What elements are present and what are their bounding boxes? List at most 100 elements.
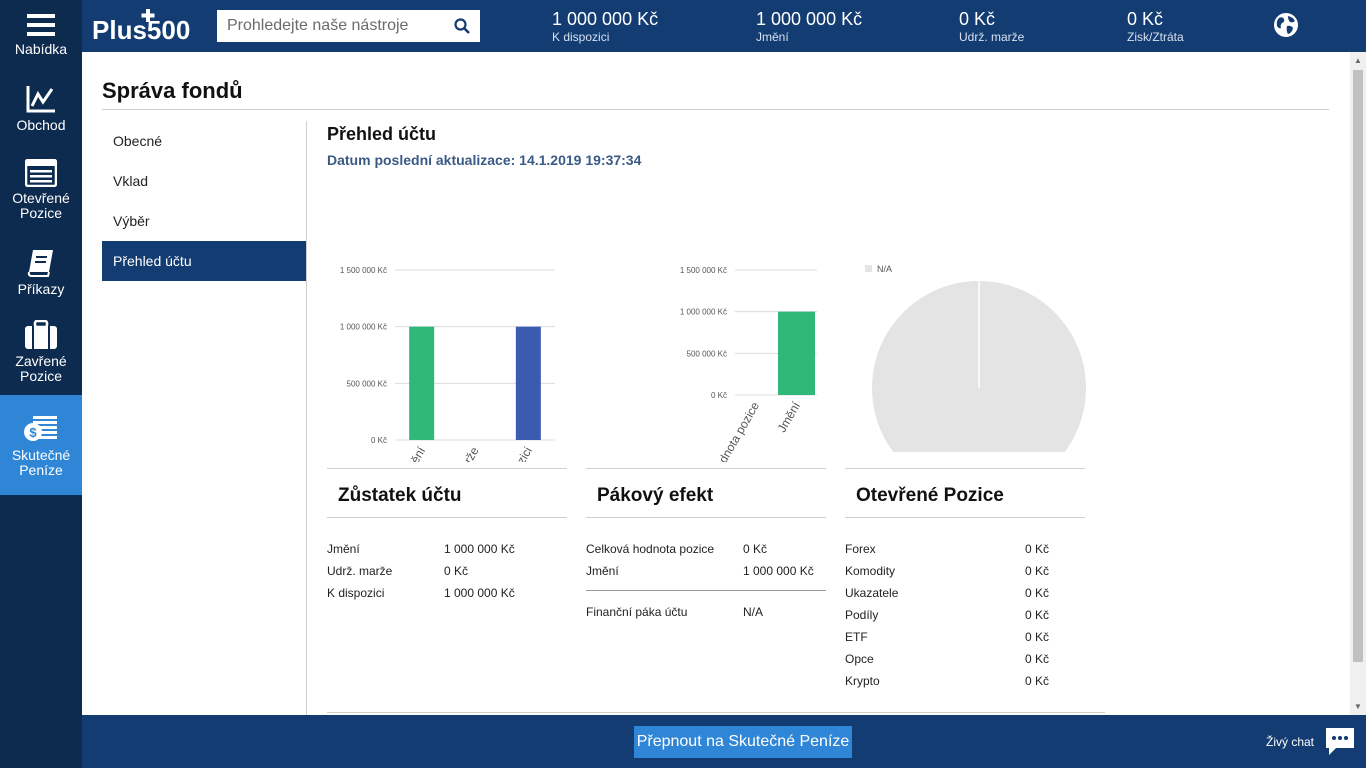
stat-available-value: 1 000 000 Kč	[552, 9, 659, 29]
leverage-table: Celková hodnota pozice 0 Kč Jmění 1 000 00…	[586, 538, 814, 582]
row-value: N/A	[743, 605, 764, 619]
leverage-title: Pákový efekt	[597, 485, 714, 506]
row-value: 1 000 000 Kč	[743, 564, 814, 578]
book-icon	[27, 250, 53, 277]
nav-closed-positions-label2: Pozice	[19, 368, 63, 384]
nav-orders-label: Příkazy	[17, 281, 65, 297]
section-title: Přehled účtu	[327, 124, 437, 144]
open-positions-card: Otevřené Pozice Forex 0 Kč Komodity 0 Kč U…	[845, 468, 1085, 692]
chat-bubble-icon[interactable]	[1324, 726, 1356, 758]
y-tick-label: 0 Kč	[711, 391, 727, 400]
bottom-bar: Přepnout na Skutečné Peníze Živý chat	[82, 715, 1366, 768]
stat-available: 1 000 000 Kč K dispozici	[552, 9, 658, 45]
open-positions-pie-chart: N/A	[865, 264, 1086, 452]
leverage-bar-chart: 0 Kč 500 000 Kč 1 000 000 Kč 1 500 000 Kč Ce…	[680, 266, 817, 462]
stat-margin-label: Udrž. marže	[959, 30, 1025, 44]
table-row: Opce 0 Kč	[845, 648, 1049, 670]
vertical-scrollbar[interactable]: ▲ ▼	[1350, 52, 1366, 715]
account-balance-table: Jmění 1 000 000 Kč Udrž. marže 0 Kč K disp…	[327, 538, 515, 604]
svg-text:$: $	[29, 425, 37, 440]
content-bottom-divider	[327, 712, 1105, 713]
table-row: Celková hodnota pozice 0 Kč	[586, 538, 814, 560]
scrollbar-thumb[interactable]	[1353, 70, 1363, 662]
bar[interactable]	[515, 326, 541, 440]
open-positions-table: Forex 0 Kč Komodity 0 Kč Ukazatele 0 Kč Pod…	[845, 538, 1049, 692]
stat-equity-value: 1 000 000 Kč	[756, 9, 863, 29]
row-label: Opce	[845, 652, 874, 666]
stat-profit-loss-label: Zisk/Ztráta	[1127, 30, 1184, 44]
nav-closed-positions-label1: Zavřené	[15, 353, 67, 369]
briefcase-icon	[25, 320, 57, 349]
row-value: 0 Kč	[743, 542, 768, 556]
y-tick-label: 500 000 Kč	[687, 349, 727, 358]
menu-divider	[306, 121, 307, 715]
search-input[interactable]	[217, 10, 442, 42]
menu-item-deposit[interactable]: Vklad	[113, 173, 149, 189]
row-value: 1 000 000 Kč	[444, 586, 515, 600]
nav-trade[interactable]: Obchod	[0, 84, 82, 144]
stat-equity-label: Jmění	[756, 30, 789, 44]
stat-profit-loss-value: 0 Kč	[1127, 9, 1164, 29]
legend-swatch	[865, 265, 872, 272]
row-value: 0 Kč	[444, 564, 469, 578]
svg-text:Plus500: Plus500	[92, 15, 190, 44]
row-label: Jmění	[586, 564, 619, 578]
nav-real-money[interactable]: $ Skutečné Peníze	[0, 395, 82, 495]
table-row: Finanční páka účtu N/A	[586, 601, 763, 623]
row-label: Forex	[845, 542, 876, 556]
row-label: Ukazatele	[845, 586, 899, 600]
nav-closed-positions[interactable]: Zavřené Pozice	[0, 320, 82, 390]
stat-equity: 1 000 000 Kč Jmění	[756, 9, 862, 45]
x-tick-label: Jmění	[400, 444, 429, 462]
last-update-date: Datum poslední aktualizace: 14.1.2019 19…	[327, 152, 642, 168]
stat-available-label: K dispozici	[552, 30, 610, 44]
plus500-logo[interactable]: Plus500	[92, 8, 210, 45]
nav-open-positions-label2: Pozice	[19, 205, 63, 221]
money-icon: $	[24, 416, 57, 441]
search-icon[interactable]	[454, 18, 470, 34]
nav-real-money-label2: Peníze	[19, 462, 63, 478]
menu-item-general[interactable]: Obecné	[113, 133, 163, 149]
main-content: Správa fondů Obecné Vklad Výběr Přehled …	[82, 52, 1350, 715]
row-value: 1 000 000 Kč	[444, 542, 515, 556]
funds-menu: Obecné Vklad Výběr Přehled účtu	[102, 121, 306, 281]
row-value: 0 Kč	[1025, 674, 1050, 688]
menu-item-withdrawal[interactable]: Výběr	[113, 213, 150, 229]
menu-item-account-overview[interactable]: Přehled účtu	[102, 241, 306, 281]
row-label: Celková hodnota pozice	[586, 542, 715, 556]
row-value: 0 Kč	[1025, 652, 1050, 666]
x-tick-label: Udrž. marže	[437, 444, 482, 462]
open-positions-title: Otevřené Pozice	[856, 485, 1004, 506]
leverage-card: Pákový efekt Celková hodnota pozice 0 Kč …	[586, 468, 826, 623]
row-value: 0 Kč	[1025, 608, 1050, 622]
live-chat-label[interactable]: Živý chat	[1266, 735, 1315, 749]
top-bar: Plus500 1 000 000 Kč K dispozici 1 000 0…	[82, 0, 1366, 52]
x-tick-label: K dispozici	[494, 445, 535, 463]
row-label: Udrž. marže	[327, 564, 393, 578]
scroll-down-icon[interactable]: ▼	[1354, 702, 1362, 711]
row-value: 0 Kč	[1025, 630, 1050, 644]
bar[interactable]	[778, 311, 815, 395]
y-tick-label: 1 000 000 Kč	[340, 323, 387, 332]
table-row: Jmění 1 000 000 Kč	[327, 538, 515, 560]
switch-to-real-money-button[interactable]: Přepnout na Skutečné Peníze	[634, 726, 852, 758]
nav-menu[interactable]: Nabídka	[0, 12, 82, 68]
scroll-up-icon[interactable]: ▲	[1354, 56, 1362, 65]
globe-icon[interactable]	[1273, 12, 1299, 38]
table-row: Udrž. marže 0 Kč	[327, 560, 515, 582]
table-row: Ukazatele 0 Kč	[845, 582, 1049, 604]
nav-orders[interactable]: Příkazy	[0, 248, 82, 304]
table-row: Jmění 1 000 000 Kč	[586, 560, 814, 582]
table-row: Forex 0 Kč	[845, 538, 1049, 560]
leverage-extra-table: Finanční páka účtu N/A	[586, 601, 763, 623]
x-tick-label: Jmění	[775, 399, 804, 435]
y-tick-label: 0 Kč	[371, 436, 387, 445]
nav-menu-label: Nabídka	[14, 41, 68, 57]
hamburger-icon	[27, 14, 55, 36]
bar[interactable]	[409, 326, 435, 440]
list-icon	[25, 159, 57, 187]
stat-margin-value: 0 Kč	[959, 9, 996, 29]
nav-open-positions[interactable]: Otevřené Pozice	[0, 159, 82, 229]
balance-bar-chart: 0 Kč 500 000 Kč 1 000 000 Kč 1 500 000 Kč Jm…	[340, 266, 555, 463]
row-label: ETF	[845, 630, 868, 644]
